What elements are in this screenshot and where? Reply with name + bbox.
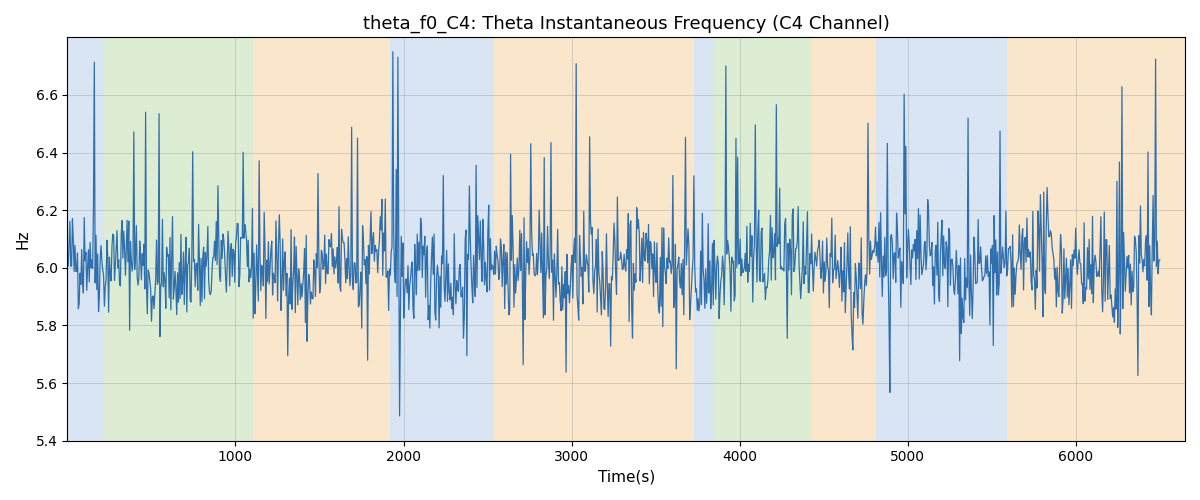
Bar <box>390 38 494 440</box>
Bar <box>253 38 390 440</box>
Bar <box>714 38 812 440</box>
Bar <box>1007 38 1186 440</box>
Bar <box>812 38 876 440</box>
Bar <box>511 38 695 440</box>
X-axis label: Time(s): Time(s) <box>598 470 655 485</box>
Y-axis label: Hz: Hz <box>16 230 30 249</box>
Bar <box>67 38 103 440</box>
Title: theta_f0_C4: Theta Instantaneous Frequency (C4 Channel): theta_f0_C4: Theta Instantaneous Frequen… <box>362 15 889 34</box>
Bar <box>876 38 1007 440</box>
Bar <box>695 38 714 440</box>
Bar <box>494 38 511 440</box>
Bar <box>103 38 253 440</box>
